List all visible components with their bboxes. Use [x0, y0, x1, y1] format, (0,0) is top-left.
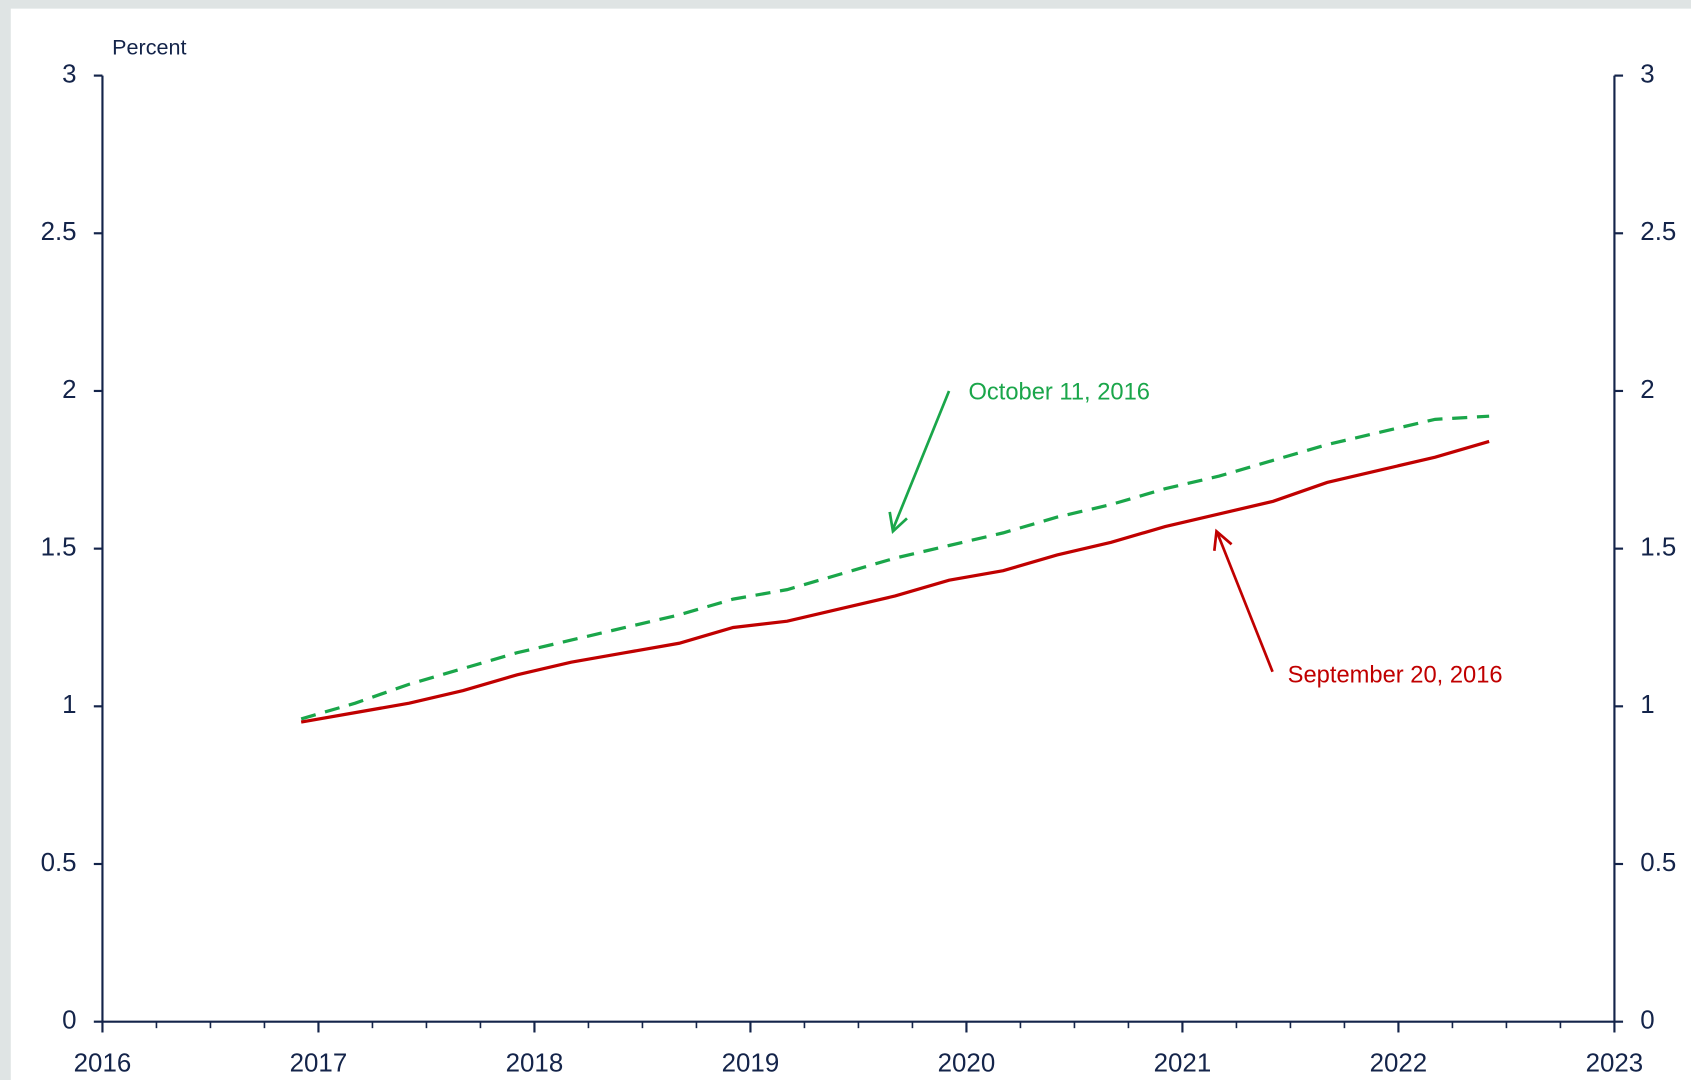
annotation: September 20, 2016: [1288, 662, 1503, 688]
annotation: October 11, 2016: [968, 379, 1150, 405]
x-tick-label: 2019: [722, 1050, 780, 1078]
series-line: [300, 414, 1490, 721]
chart-background: [10, 8, 1691, 1080]
arrow-head: [888, 511, 908, 535]
arrow-head: [1212, 528, 1233, 551]
y-tick-label: 3: [62, 60, 76, 88]
y-tick-label: 0: [62, 1007, 76, 1035]
y2-tick-label: 1: [1640, 691, 1654, 719]
series-line: [300, 439, 1490, 724]
x-tick-label: 2017: [290, 1050, 348, 1078]
y2-tick-label: 0: [1640, 1007, 1654, 1035]
x-tick-label: 2021: [1154, 1050, 1212, 1078]
x-tick-label: 2020: [938, 1050, 996, 1078]
y2-tick-label: 1.5: [1640, 533, 1676, 561]
y2-tick-label: 2: [1640, 376, 1654, 404]
y2-tick-label: 2.5: [1640, 218, 1676, 246]
x-tick-label: 2016: [74, 1050, 132, 1078]
y2-tick-label: 0.5: [1640, 849, 1676, 877]
y2-tick-label: 3: [1640, 60, 1654, 88]
x-tick-label: 2022: [1370, 1050, 1428, 1078]
y-tick-label: 1: [62, 691, 76, 719]
y-tick-label: 2.5: [41, 218, 77, 246]
x-tick-label: 2018: [506, 1050, 564, 1078]
y-tick-label: 2: [62, 376, 76, 404]
y-axis-label: Percent: [112, 34, 186, 59]
y-tick-label: 1.5: [41, 533, 77, 561]
x-tick-label: 2023: [1586, 1050, 1644, 1078]
y-tick-label: 0.5: [41, 849, 77, 877]
annotation-arrow: [891, 390, 951, 530]
annotation-arrow: [1216, 533, 1274, 673]
